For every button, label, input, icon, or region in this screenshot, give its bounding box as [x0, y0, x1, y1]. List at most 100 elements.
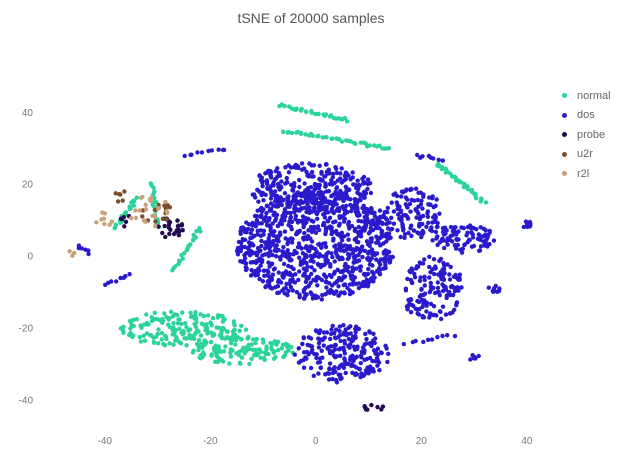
data-point — [431, 312, 436, 318]
data-point — [447, 272, 452, 277]
data-point — [435, 334, 440, 340]
data-point — [175, 218, 180, 223]
data-point — [386, 351, 391, 356]
data-point — [405, 197, 410, 202]
data-point — [267, 232, 272, 237]
data-point — [427, 275, 432, 280]
data-point — [373, 351, 378, 356]
data-point — [394, 200, 399, 205]
data-point — [212, 348, 217, 353]
data-point — [346, 325, 351, 330]
data-point — [395, 193, 400, 199]
data-point — [272, 339, 277, 344]
data-point — [362, 180, 367, 185]
data-point — [249, 227, 255, 232]
data-point — [311, 277, 316, 283]
data-point — [304, 254, 309, 260]
data-point — [353, 253, 359, 259]
data-point — [268, 196, 274, 201]
data-point — [179, 222, 185, 227]
data-point — [228, 335, 233, 341]
data-point — [329, 178, 334, 183]
data-point — [430, 267, 435, 272]
data-point — [338, 290, 344, 295]
data-point — [421, 194, 426, 199]
data-point — [263, 240, 268, 245]
data-point — [311, 373, 316, 378]
data-point — [417, 224, 422, 229]
legend-label: r2l — [577, 167, 590, 180]
data-point — [351, 278, 356, 283]
data-point — [334, 280, 339, 285]
data-point — [408, 226, 413, 231]
data-point — [197, 355, 202, 360]
data-point — [471, 243, 477, 249]
data-point — [277, 255, 283, 260]
data-point — [187, 327, 193, 332]
data-point — [474, 196, 479, 201]
data-point — [385, 235, 390, 240]
data-point — [375, 346, 381, 351]
data-point — [313, 246, 318, 252]
data-point — [312, 351, 317, 357]
legend-swatch — [562, 93, 567, 99]
data-point — [400, 221, 405, 227]
data-point — [359, 244, 365, 249]
data-point — [316, 336, 321, 341]
data-point — [304, 109, 309, 115]
data-point — [430, 238, 435, 243]
data-point — [243, 267, 249, 273]
data-point — [359, 355, 364, 360]
data-point — [361, 174, 367, 180]
data-point — [315, 261, 321, 267]
data-point — [432, 271, 437, 277]
data-point — [349, 208, 354, 214]
data-point — [353, 248, 358, 253]
data-point — [310, 226, 315, 231]
data-point — [268, 340, 273, 346]
data-point — [120, 198, 125, 203]
data-point — [284, 175, 289, 181]
data-point — [345, 119, 350, 124]
data-point — [250, 192, 255, 197]
data-point — [329, 274, 334, 279]
data-point — [343, 174, 348, 180]
data-point — [313, 186, 318, 191]
data-point — [326, 377, 332, 382]
data-point — [478, 244, 484, 249]
data-point — [287, 252, 293, 257]
data-point — [209, 323, 214, 328]
data-point — [481, 234, 486, 239]
data-point — [369, 402, 374, 408]
data-point — [174, 312, 180, 318]
legend-item-r2l: r2l — [562, 164, 611, 184]
data-point — [310, 347, 315, 353]
data-point — [453, 246, 459, 251]
data-point — [213, 359, 218, 364]
data-point — [172, 327, 177, 332]
data-point — [257, 173, 262, 179]
data-point — [130, 334, 135, 340]
data-point — [297, 184, 302, 190]
data-point — [308, 209, 313, 214]
data-point — [202, 342, 207, 347]
data-point — [223, 344, 228, 349]
data-point — [315, 209, 320, 214]
data-point — [381, 249, 387, 255]
data-point — [363, 273, 368, 278]
data-point — [294, 106, 299, 111]
data-point — [140, 214, 145, 219]
data-point — [438, 316, 444, 322]
data-point — [239, 337, 244, 342]
data-point — [282, 229, 288, 234]
data-point — [389, 226, 395, 232]
data-point — [286, 163, 291, 168]
data-point — [356, 285, 362, 291]
y-tick-label: 0 — [27, 252, 33, 263]
data-point — [219, 336, 225, 341]
data-point — [216, 147, 221, 152]
data-point — [459, 285, 464, 290]
data-point — [210, 315, 216, 321]
data-point — [128, 326, 133, 331]
data-point — [280, 249, 285, 254]
